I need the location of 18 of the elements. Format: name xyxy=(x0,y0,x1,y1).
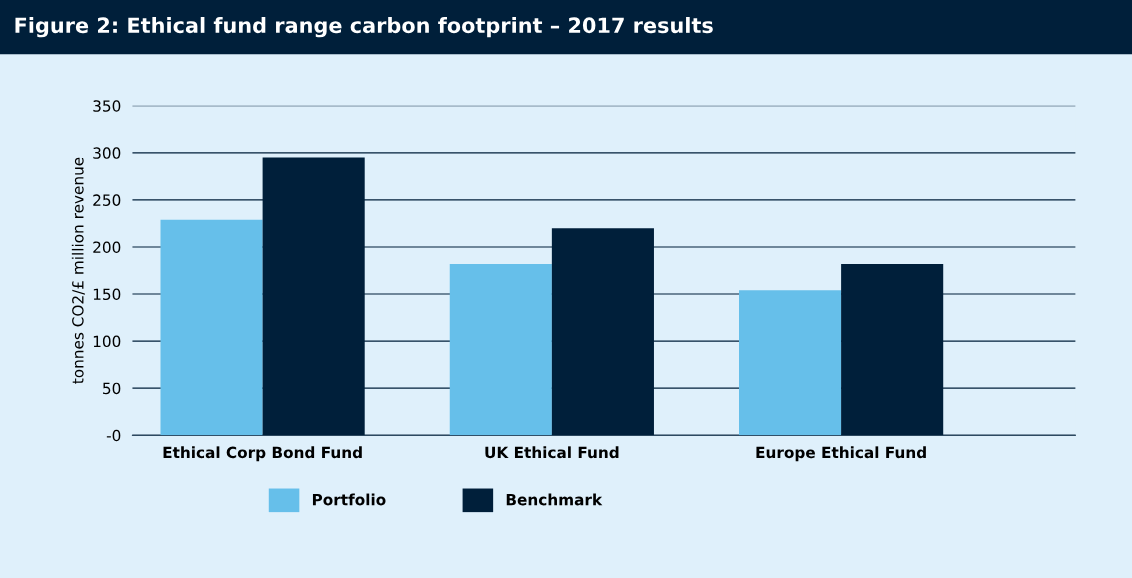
bar xyxy=(739,290,842,436)
y-tick-label: 100 xyxy=(93,335,121,348)
bar xyxy=(449,263,552,436)
y-tick-label: 50 xyxy=(103,382,121,395)
y-tick-label: -0 xyxy=(106,429,121,442)
legend-label: Portfolio xyxy=(312,493,386,506)
legend-label: Benchmark xyxy=(506,493,603,506)
y-tick-label: 250 xyxy=(93,194,121,206)
x-tick-label: Europe Ethical Fund xyxy=(756,446,926,462)
x-tick-label: UK Ethical Fund xyxy=(485,446,619,459)
y-axis-title: tonnes CO2/£ million revenue xyxy=(71,157,85,384)
y-tick-label: 150 xyxy=(93,288,121,301)
y-tick-label: 350 xyxy=(93,100,121,112)
y-tick-label: 300 xyxy=(93,147,121,159)
chart-title: Figure 2: Ethical fund range carbon footprint – 2017 results xyxy=(15,17,713,38)
y-tick-label: 200 xyxy=(93,241,121,253)
x-tick-label: Ethical Corp Bond Fund xyxy=(163,446,362,462)
bar xyxy=(160,219,263,436)
